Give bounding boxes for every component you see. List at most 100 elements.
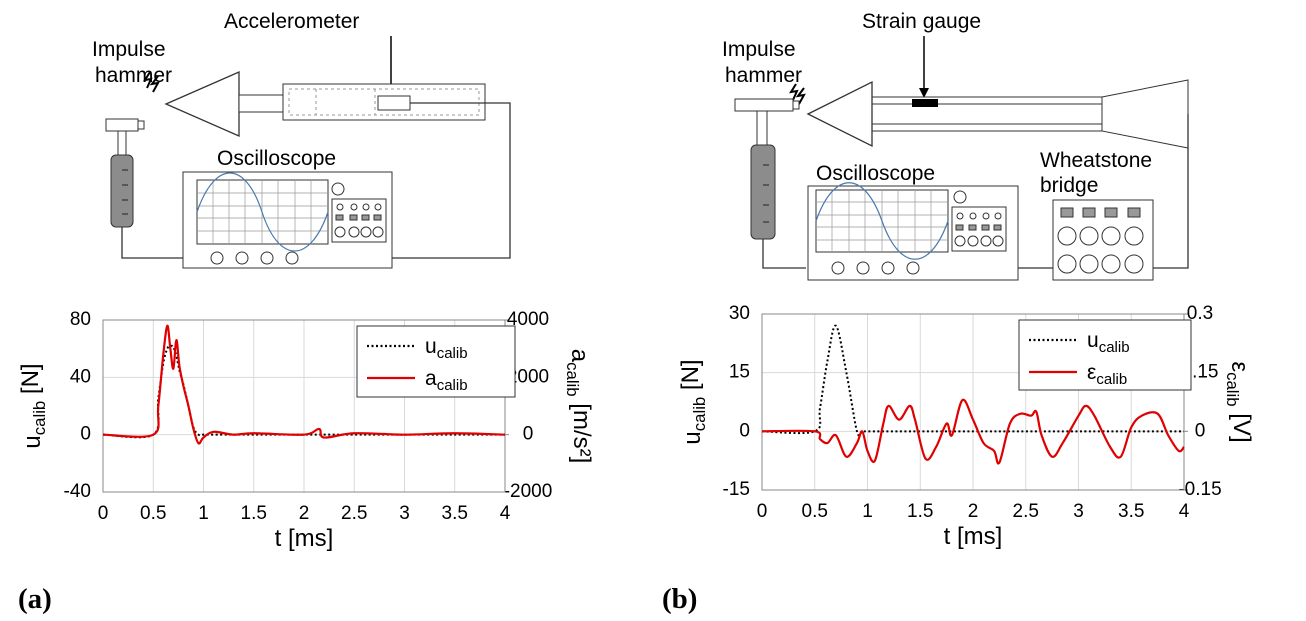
legend-box — [1018, 319, 1192, 391]
impact — [142, 71, 160, 93]
x-tick-label: 4 — [500, 503, 511, 524]
diagram-b: Strain gauge Impulse hammer Oscilloscope… — [722, 10, 1189, 281]
x-tick-label: 0.5 — [802, 501, 828, 522]
hammer-tip — [792, 100, 800, 110]
grip-marks — [763, 164, 769, 223]
label-main: a — [566, 349, 593, 363]
panel-label: (a) — [18, 583, 52, 615]
y2-axis-label: εcalib [V] — [1223, 361, 1255, 442]
y2-tick-label: 0.3 — [1187, 303, 1213, 324]
legend-sub: calib — [1099, 339, 1130, 356]
hammer-tip — [137, 120, 145, 130]
legend-name: u — [425, 335, 437, 358]
oscilloscope — [182, 171, 393, 269]
hammer-label: hammer — [95, 64, 172, 87]
x-tick-label: 4 — [1179, 501, 1190, 522]
hammer-shaft — [117, 130, 127, 158]
y-tick-label: 80 — [70, 309, 91, 330]
y-tick-label: 0 — [80, 424, 91, 445]
legend-label: εcalib — [1087, 361, 1127, 388]
x-tick-label: 3.5 — [1118, 501, 1144, 522]
y2-axis-label: acalib [m/s²] — [563, 349, 595, 464]
scope-label: Oscilloscope — [816, 162, 935, 185]
legend-name: a — [425, 367, 437, 390]
impact — [788, 83, 806, 105]
x-tick-label: 2 — [968, 501, 979, 522]
label-sub: calib — [563, 362, 582, 397]
cone — [164, 71, 240, 137]
y-tick-label: 0 — [739, 420, 750, 441]
flare — [1101, 79, 1189, 149]
y-axis-label: ucalib [N] — [677, 359, 709, 444]
legend-name: ε — [1087, 361, 1096, 384]
wire — [762, 114, 1189, 269]
sensor-label: Accelerometer — [224, 10, 359, 33]
x-tick-label: 1.5 — [241, 503, 267, 524]
bridge-label: Wheatstone — [1040, 149, 1152, 172]
x-tick-label: 0.5 — [140, 503, 166, 524]
y-tick-label: 15 — [729, 362, 750, 383]
sensor-label: Strain gauge — [862, 10, 981, 33]
x-tick-label: 0 — [98, 503, 109, 524]
cone — [806, 80, 873, 148]
legend-label: acalib — [425, 367, 468, 394]
legend-sub: calib — [437, 377, 468, 394]
x-tick-label: 0 — [757, 501, 768, 522]
label-unit: [N] — [677, 359, 704, 396]
data-line — [761, 398, 1185, 465]
hammer-grip — [110, 154, 134, 228]
label-main: ε — [1226, 361, 1253, 372]
plot-frame — [761, 313, 1185, 491]
x-tick-label: 2 — [299, 503, 310, 524]
label-sub: calib — [1223, 372, 1242, 407]
legend-sub: calib — [437, 345, 468, 362]
x-tick-label: 1 — [198, 503, 209, 524]
hammer-label: Impulse — [92, 38, 166, 61]
wire — [121, 102, 511, 259]
bridge-label: bridge — [1040, 174, 1098, 197]
x-tick-label: 2.5 — [1013, 501, 1039, 522]
legend-sub: calib — [1096, 371, 1127, 388]
label-sub: calib — [30, 401, 49, 436]
hammer-shaft — [756, 110, 768, 148]
plot-frame — [102, 319, 506, 493]
panel-label: (b) — [662, 583, 697, 615]
x-tick-label: 3 — [399, 503, 410, 524]
grip-marks — [122, 169, 128, 215]
y2-tick-label: 0 — [523, 424, 534, 445]
y2-tick-label: -2000 — [504, 481, 553, 502]
y2-tick-label: 0 — [1195, 420, 1206, 441]
y-tick-label: 30 — [729, 303, 750, 324]
strain-gauge — [912, 99, 938, 107]
x-tick-label: 1 — [862, 501, 873, 522]
x-axis-label: t [ms] — [275, 525, 334, 552]
label-unit: [N] — [17, 363, 44, 400]
y-tick-label: 40 — [70, 366, 91, 387]
legend-name: u — [1087, 329, 1099, 352]
label-sub: calib — [690, 397, 709, 432]
rod — [872, 96, 1102, 132]
label-main: u — [679, 431, 706, 444]
data-line — [102, 324, 506, 445]
wheatstone-bridge — [1052, 199, 1154, 281]
y2-tick-label: 4000 — [507, 309, 549, 330]
x-tick-label: 1.5 — [907, 501, 933, 522]
y-axis-label: ucalib [N] — [17, 363, 49, 448]
rod — [238, 94, 284, 113]
legend-label: ucalib — [425, 335, 468, 362]
x-tick-label: 3 — [1073, 501, 1084, 522]
y2-tick-label: -0.15 — [1178, 479, 1221, 500]
label-unit: [m/s²] — [568, 397, 595, 464]
arrow-head — [919, 88, 929, 98]
diagram-a: Accelerometer Impulse hammer Oscilloscop… — [92, 10, 511, 269]
y-tick-label: -15 — [723, 479, 750, 500]
scope-label: Oscilloscope — [217, 147, 336, 170]
accelerometer — [377, 95, 411, 111]
label-main: u — [19, 435, 46, 448]
label-unit: [V] — [1228, 407, 1255, 443]
x-tick-label: 3.5 — [442, 503, 468, 524]
x-axis-label: t [ms] — [944, 523, 1003, 550]
y2-tick-label: 2000 — [507, 366, 549, 387]
legend-box — [356, 325, 516, 398]
